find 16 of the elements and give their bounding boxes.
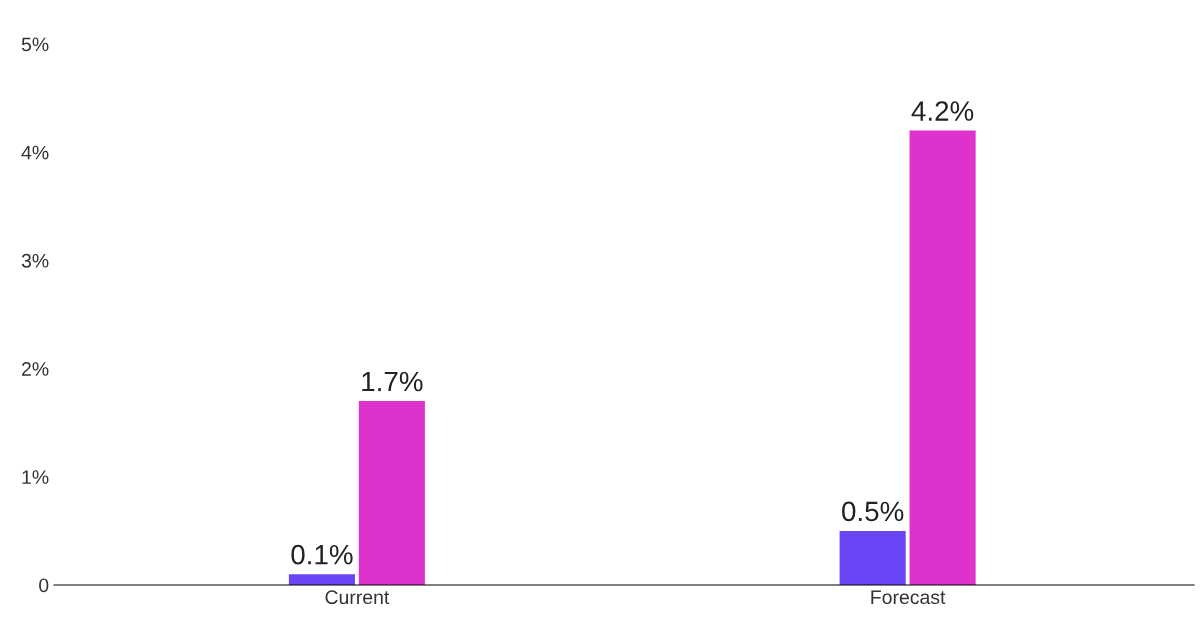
data-label: 4.2% bbox=[911, 101, 974, 121]
x-tick-label: Forecast bbox=[871, 590, 946, 605]
data-label: 0.5% bbox=[842, 501, 904, 522]
y-tick-label: 2% bbox=[22, 362, 49, 376]
data-label: 1.7% bbox=[362, 371, 423, 392]
y-tick-label: 0 bbox=[39, 578, 49, 593]
bar bbox=[839, 530, 906, 585]
y-tick-label: 3% bbox=[21, 253, 49, 268]
y-tick-label: 5% bbox=[21, 37, 49, 52]
bar bbox=[909, 130, 976, 585]
x-tick-label: Current bbox=[325, 590, 390, 605]
bar bbox=[288, 574, 355, 585]
bar bbox=[358, 401, 425, 585]
y-tick-label: 4% bbox=[21, 145, 49, 160]
y-tick-label: 1% bbox=[22, 470, 49, 484]
data-label: 0.1% bbox=[291, 544, 353, 565]
